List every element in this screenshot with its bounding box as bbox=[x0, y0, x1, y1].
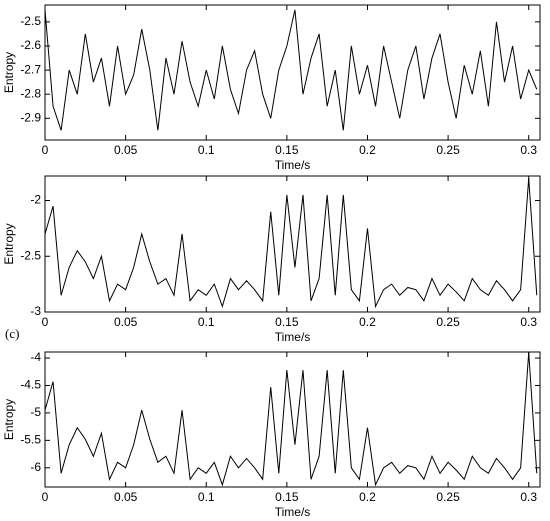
y-axis-label: Entropy bbox=[2, 223, 16, 264]
y-tick-label: -2.6 bbox=[20, 38, 41, 52]
x-tick-label: 0 bbox=[42, 143, 49, 157]
y-tick-label: -3 bbox=[30, 304, 41, 318]
panel-label: (c) bbox=[5, 326, 19, 341]
y-tick-label: -5.5 bbox=[20, 433, 41, 447]
x-tick-label: 0.1 bbox=[198, 490, 215, 504]
x-tick-label: 0.2 bbox=[359, 143, 376, 157]
x-axis-label: Time/s bbox=[275, 158, 311, 172]
x-tick-label: 0.3 bbox=[520, 315, 537, 329]
data-line bbox=[44, 352, 538, 487]
x-tick-label: 0.1 bbox=[198, 315, 215, 329]
x-tick-label: 0.2 bbox=[359, 490, 376, 504]
y-axis-label: Entropy bbox=[2, 399, 16, 440]
y-axis-label: Entropy bbox=[2, 52, 16, 93]
plot-frame bbox=[44, 351, 541, 488]
y-tick-label: -2.9 bbox=[20, 110, 41, 124]
x-tick-label: 0.1 bbox=[198, 143, 215, 157]
x-tick-label: 0 bbox=[42, 315, 49, 329]
x-tick-label: 0.2 bbox=[359, 315, 376, 329]
y-tick-label: -2.8 bbox=[20, 86, 41, 100]
x-tick-label: 0.3 bbox=[520, 490, 537, 504]
y-tick-label: -2.5 bbox=[20, 248, 41, 262]
x-tick-label: 0.25 bbox=[436, 315, 460, 329]
y-tick-label: -4.5 bbox=[20, 378, 41, 392]
x-tick-label: 0.15 bbox=[275, 315, 299, 329]
x-tick-label: 0.25 bbox=[436, 490, 460, 504]
y-tick-label: -5 bbox=[30, 405, 41, 419]
y-tick-label: -2.7 bbox=[20, 62, 41, 76]
x-axis-label: Time/s bbox=[275, 330, 311, 344]
plot-frame bbox=[44, 175, 541, 313]
data-line bbox=[44, 9, 538, 131]
x-tick-label: 0.25 bbox=[436, 143, 460, 157]
x-tick-label: 0.05 bbox=[114, 315, 138, 329]
y-tick-label: -6 bbox=[30, 460, 41, 474]
x-tick-label: 0 bbox=[42, 490, 49, 504]
y-tick-label: -2.5 bbox=[20, 14, 41, 28]
plot-frame bbox=[44, 4, 541, 141]
x-tick-label: 0.3 bbox=[520, 143, 537, 157]
x-tick-label: 0.15 bbox=[275, 490, 299, 504]
data-line bbox=[44, 178, 538, 309]
y-tick-label: -2 bbox=[30, 193, 41, 207]
y-tick-label: -4 bbox=[30, 350, 41, 364]
x-tick-label: 0.05 bbox=[114, 143, 138, 157]
x-tick-label: 0.05 bbox=[114, 490, 138, 504]
x-axis-label: Time/s bbox=[275, 505, 311, 519]
x-tick-label: 0.15 bbox=[275, 143, 299, 157]
